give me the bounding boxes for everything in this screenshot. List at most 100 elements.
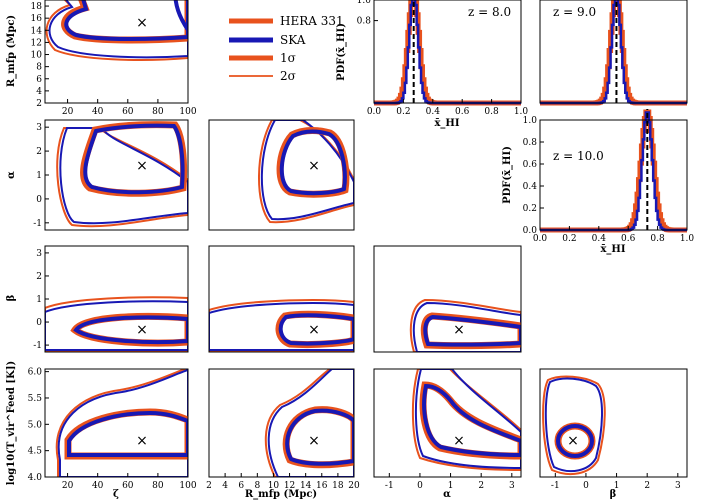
redshift-annotation: z = 8.0: [468, 5, 511, 19]
hera-1sigma-contour: [61, 0, 188, 44]
truth-marker: ×: [453, 322, 465, 338]
ska-1sigma-contour: [278, 313, 354, 346]
legend-label-2sigma: 2σ: [280, 69, 296, 83]
x-axis-label: ζ: [113, 489, 119, 500]
x-tick-label: -1: [551, 481, 560, 491]
panel-tvir-beta: × -1 0 1 2 3 β: [539, 368, 688, 500]
truth-marker: ×: [308, 158, 320, 174]
ska-2sigma-contour: [45, 300, 188, 351]
y-axis-label: α: [6, 171, 17, 179]
x-tick-label: 3: [675, 481, 681, 491]
panel-alpha-zeta: × -1 0 1 2 3 α: [6, 119, 189, 231]
x-tick-label: 40: [92, 107, 104, 117]
x-tick-label: 0.8: [650, 234, 665, 244]
panel-frame: [44, 368, 189, 478]
y-tick-label: 0: [36, 195, 42, 205]
legend-label-1sigma: 1σ: [280, 51, 296, 65]
y-tick-label: 0.2: [523, 204, 537, 214]
y-tick-label: 10: [31, 51, 43, 61]
y-tick-label: 2: [36, 272, 42, 282]
hera-2sigma-contour: [45, 0, 188, 61]
panel-frame: [208, 119, 355, 231]
legend: HERA 331 SKA 1σ 2σ: [229, 14, 344, 83]
panel-frame: [373, 245, 522, 353]
y-tick-label: 5.0: [28, 420, 43, 430]
ska-1sigma-contour: [64, 0, 188, 41]
ska-contour-tail: [173, 0, 188, 32]
ska-1sigma-contour: [279, 129, 347, 196]
panel-beta-zeta: × -1 0 1 2 3 β: [6, 245, 189, 353]
x-tick-label: 2: [644, 481, 650, 491]
x-tick-label: 1.0: [514, 107, 529, 117]
panel-frame: [44, 0, 189, 104]
x-axis-label: β: [610, 489, 617, 500]
legend-label-ska: SKA: [280, 33, 306, 47]
truth-marker: ×: [308, 322, 320, 338]
ska-1sigma-contour: [285, 408, 354, 466]
hera-1sigma-contour: [80, 121, 188, 197]
x-tick-label: 0.8: [484, 107, 499, 117]
hera-1sigma-contour: [64, 408, 188, 460]
ska-2sigma-contour: [267, 369, 354, 477]
redshift-annotation: z = 10.0: [553, 149, 604, 163]
x-tick-label: 60: [122, 107, 134, 117]
y-tick-label: 12: [31, 38, 42, 48]
y-axis-label: PDF(x̄_HI): [336, 23, 347, 81]
x-tick-label: 1.0: [680, 234, 695, 244]
x-axis-label: x̄_HI: [434, 118, 459, 129]
y-tick-label: 4: [36, 87, 42, 97]
y-tick-label: 0: [36, 318, 42, 328]
ska-1sigma-contour: [556, 424, 594, 458]
x-tick-label: 2: [478, 481, 484, 491]
x-tick-label: 0.6: [621, 234, 636, 244]
panel-tvir-zeta: × 20 40 60 80 100 4.0 4.5 5.0 5.5 6.0 log10(T_vir…: [6, 361, 197, 500]
panel-frame: [208, 245, 355, 353]
y-tick-label: 16: [31, 14, 43, 24]
y-tick-label: 2: [36, 147, 42, 157]
truth-marker: ×: [136, 15, 148, 31]
y-tick-label: 0.8: [523, 138, 538, 148]
panel-pdf-z10: z = 10.0 0.0 0.2 0.4 0.6 0.8 1.0 0.0 0.2 0.4 0.6 0…: [502, 109, 694, 255]
ska-1sigma-contour: [83, 123, 185, 195]
panel-frame: [373, 368, 522, 478]
redshift-annotation: z = 9.0: [553, 5, 596, 19]
panel-frame: [208, 368, 355, 478]
x-tick-label: 0: [583, 481, 589, 491]
truth-marker: ×: [136, 158, 148, 174]
hera-2sigma-contour: [55, 369, 188, 477]
x-tick-label: 60: [122, 481, 134, 491]
ska-2sigma-contour: [414, 369, 521, 470]
panel-pdf-z9: z = 9.0: [539, 0, 688, 106]
x-tick-label: 0.6: [455, 107, 470, 117]
hera-2sigma-contour: [56, 127, 188, 228]
x-tick-label: 20: [62, 107, 74, 117]
x-tick-label: -1: [385, 481, 394, 491]
ska-1sigma-contour: [423, 314, 521, 347]
x-tick-label: 0.2: [396, 107, 410, 117]
y-axis-label: R_mfp (Mpc): [6, 15, 17, 87]
y-tick-label: -1: [33, 341, 42, 351]
y-tick-label: 3: [36, 123, 42, 133]
x-tick-label: 20: [348, 481, 360, 491]
ska-2sigma-contour: [544, 377, 604, 473]
y-tick-label: 0.0: [523, 226, 538, 236]
panel-frame: [539, 0, 688, 104]
panel-beta-rmfp: ×: [208, 245, 355, 353]
truth-marker: ×: [567, 433, 579, 449]
ska-1sigma-contour: [67, 410, 188, 457]
panel-rmfp-zeta: × 20 40 60 80 100 2 4 6 8 10 12 14 16 18 R_mfp (Mpc): [6, 0, 197, 117]
y-tick-label: 6: [36, 75, 42, 85]
y-axis-label: PDF(x̄_HI): [502, 146, 513, 204]
x-tick-label: 20: [62, 481, 74, 491]
x-tick-label: 16: [316, 481, 328, 491]
y-tick-label: 3: [36, 249, 42, 259]
ska-2sigma-contour: [412, 301, 521, 352]
hera-2sigma-contour: [409, 298, 521, 352]
x-tick-label: 0.4: [592, 234, 607, 244]
truth-marker: ×: [136, 433, 148, 449]
y-tick-label: 0.4: [523, 182, 538, 192]
y-tick-label: 1.0: [357, 0, 372, 6]
x-tick-label: 0: [417, 481, 423, 491]
y-tick-label: 1: [36, 171, 42, 181]
